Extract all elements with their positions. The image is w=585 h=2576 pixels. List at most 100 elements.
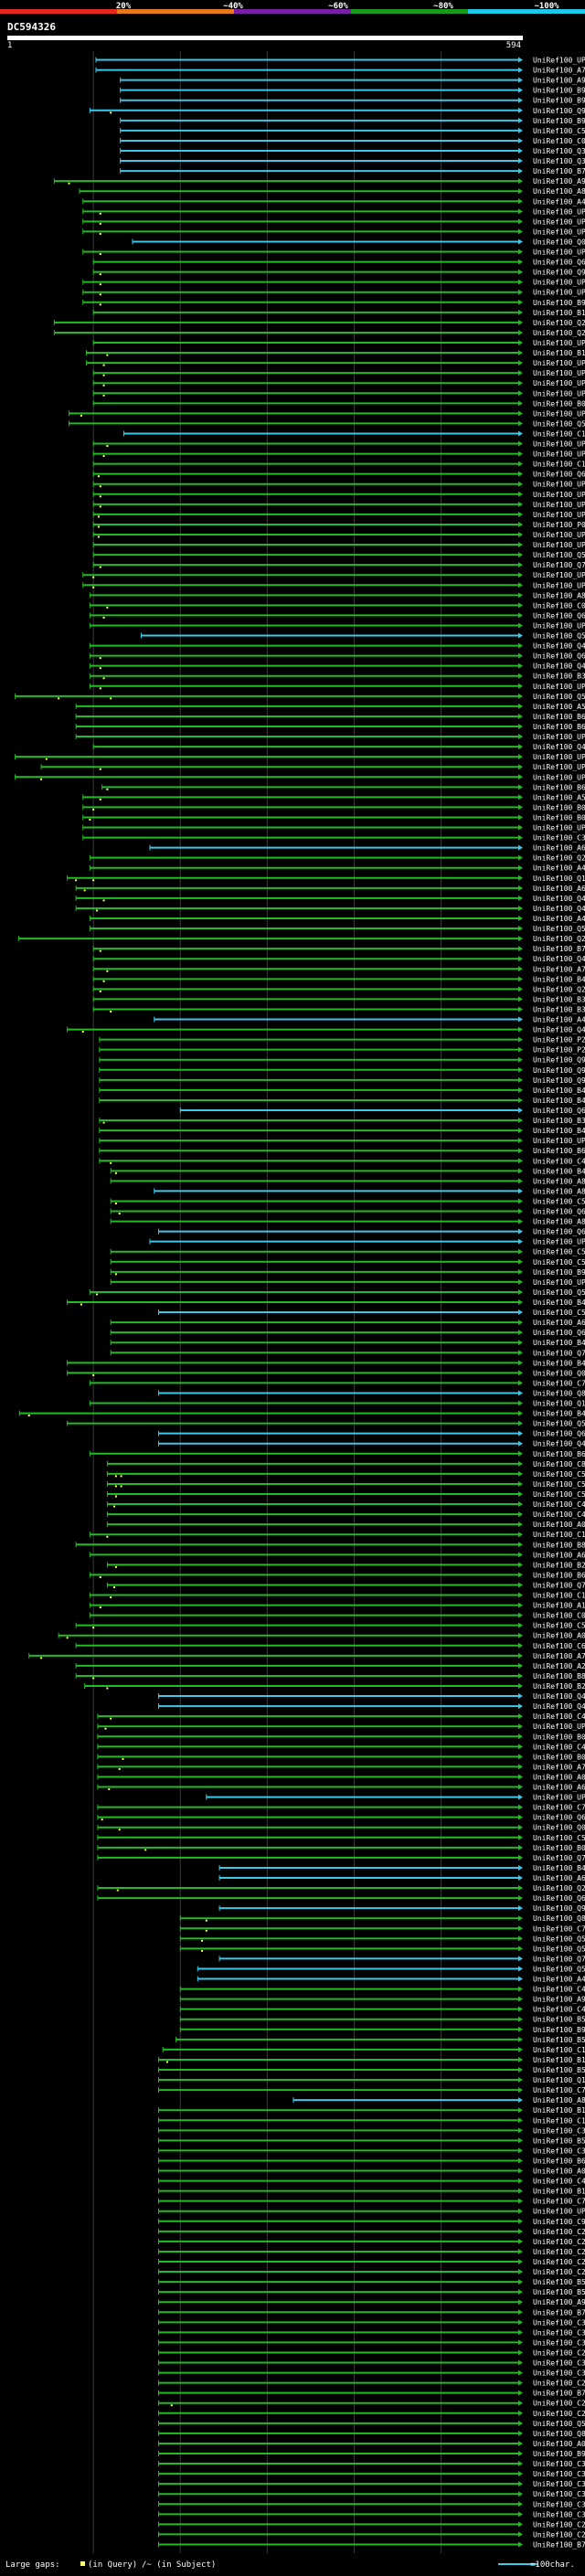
gap-marker bbox=[118, 1767, 121, 1770]
legend: Large gaps: (in Query) /~ (in Subject) =100… bbox=[5, 2560, 575, 2570]
hit-end-arrow bbox=[518, 137, 523, 143]
hit-end-arrow bbox=[518, 2178, 523, 2184]
scale-segment bbox=[117, 9, 235, 14]
hit-end-arrow bbox=[518, 1299, 523, 1305]
hit-label: UniRef100_Q54QD7 bbox=[533, 551, 585, 559]
gap-marker bbox=[114, 1171, 117, 1174]
hit-label: UniRef100_UP1000.. bbox=[533, 541, 585, 549]
hit-end-arrow bbox=[518, 1662, 523, 1669]
gap-marker bbox=[110, 1010, 112, 1012]
gap-marker bbox=[102, 394, 105, 397]
hit-label: UniRef100_Q5FHH0 bbox=[533, 2420, 585, 2428]
legend-query-gap: (in Query) bbox=[88, 2560, 137, 2570]
hit-end-arrow bbox=[518, 936, 523, 942]
hit-end-arrow bbox=[518, 2208, 523, 2214]
hit-label: UniRef100_Q6C5C7 bbox=[533, 471, 585, 479]
hit-label: UniRef100_C2Z2M3 bbox=[533, 2238, 585, 2246]
hit-label: UniRef100_UP1000.. bbox=[533, 57, 585, 65]
hit-label: UniRef100_UP1000.. bbox=[533, 753, 585, 761]
hit-label: UniRef100_A6NG07 bbox=[533, 1874, 585, 1882]
hit-label: UniRef100_Q2GQG9 bbox=[533, 935, 585, 943]
hit-end-arrow bbox=[518, 2299, 523, 2306]
hit-label: UniRef100_Q8S9D7 bbox=[533, 1914, 585, 1923]
gap-marker bbox=[89, 818, 91, 821]
hit-label: UniRef100_UP1000.. bbox=[533, 1794, 585, 1802]
hit-label: UniRef100_C1GZK7 bbox=[533, 1531, 585, 1539]
hit-end-arrow bbox=[518, 1986, 523, 1992]
hit-end-arrow bbox=[518, 1400, 523, 1406]
hit-end-arrow bbox=[518, 642, 523, 649]
gap-marker bbox=[114, 1495, 117, 1498]
gap-marker bbox=[68, 182, 70, 185]
hit-end-arrow bbox=[518, 2380, 523, 2386]
hit-label: UniRef100_A9PFZ3 bbox=[533, 177, 585, 186]
hit-label: UniRef100_Q4U6A5 bbox=[533, 1026, 585, 1034]
hit-label: UniRef100_B9E028 bbox=[533, 2026, 585, 2034]
gap-marker bbox=[95, 1293, 98, 1296]
hit-end-arrow bbox=[518, 511, 523, 517]
hit-label: UniRef100_B1W5T8 bbox=[533, 2106, 585, 2115]
gap-marker bbox=[166, 2061, 169, 2063]
hit-end-arrow bbox=[518, 2127, 523, 2134]
gap-marker bbox=[112, 1585, 115, 1588]
gap-marker bbox=[75, 879, 78, 882]
hit-label: UniRef100_A8H9N1 bbox=[533, 1187, 585, 1195]
hit-label: UniRef100_UP1000.. bbox=[533, 339, 585, 347]
hit-end-arrow bbox=[518, 1602, 523, 1608]
hit-label: UniRef100_C2U6T1 bbox=[533, 2400, 585, 2408]
gap-marker bbox=[114, 1475, 117, 1478]
hit-label: UniRef100_C3EWI2 bbox=[533, 2480, 585, 2488]
hit-label: UniRef100_C5JCU5 bbox=[533, 1480, 585, 1489]
hit-end-arrow bbox=[518, 1066, 523, 1073]
hit-label: UniRef100_C6HA28 bbox=[533, 1642, 585, 1650]
hit-end-arrow bbox=[518, 1794, 523, 1800]
hit-label: UniRef100_C5E1R3 bbox=[533, 1309, 585, 1317]
hit-end-arrow bbox=[518, 420, 523, 427]
hit-label: UniRef100_UP1000.. bbox=[533, 491, 585, 499]
hit-label: UniRef100_A1D1G1 bbox=[533, 1602, 585, 1610]
hit-label: UniRef100_C3GYY9 bbox=[533, 2460, 585, 2468]
scale-label: ~80% bbox=[433, 2, 453, 11]
hit-label: UniRef100_Q6CXG6 bbox=[533, 1430, 585, 1438]
hit-end-arrow bbox=[518, 1168, 523, 1174]
hit-end-arrow bbox=[518, 440, 523, 447]
hit-label: UniRef100_A8PJX1 bbox=[533, 591, 585, 599]
gap-marker bbox=[99, 566, 101, 568]
hit-label: UniRef100_UP1000.. bbox=[533, 207, 585, 216]
hit-end-arrow bbox=[518, 2319, 523, 2326]
hit-label: UniRef100_Q6BPS9 bbox=[533, 1894, 585, 1903]
hit-label: UniRef100_C2PRE0 bbox=[533, 2380, 585, 2388]
gap-marker bbox=[80, 414, 82, 417]
hit-end-arrow bbox=[518, 986, 523, 992]
hit-end-arrow bbox=[518, 1258, 523, 1265]
hit-label: UniRef100_Q7T719 bbox=[533, 1581, 585, 1589]
hit-label: UniRef100_A6QBW7 bbox=[533, 885, 585, 893]
hit-end-arrow bbox=[518, 1764, 523, 1770]
hit-end-arrow bbox=[518, 804, 523, 811]
gap-marker bbox=[99, 768, 101, 770]
hit-label: UniRef100_Q4DZ24 bbox=[533, 642, 585, 651]
hit-end-arrow bbox=[518, 1288, 523, 1295]
gap-marker bbox=[27, 1415, 30, 1417]
hit-label: UniRef100_UP1000.. bbox=[533, 409, 585, 418]
hit-end-arrow bbox=[518, 774, 523, 780]
hit-label: UniRef100_A9VSK6 bbox=[533, 2298, 585, 2306]
hit-label: UniRef100_A9CSI2 bbox=[533, 1996, 585, 2004]
hit-label: UniRef100_A5K3X6 bbox=[533, 703, 585, 711]
gap-marker bbox=[81, 1031, 84, 1034]
hit-label: UniRef100_Q9NG14 bbox=[533, 1076, 585, 1085]
hit-end-arrow bbox=[518, 2430, 523, 2436]
hit-end-arrow bbox=[518, 1885, 523, 1892]
hit-label: UniRef100_B6K968 bbox=[533, 723, 585, 731]
gap-marker bbox=[99, 1606, 101, 1609]
gap-marker bbox=[97, 525, 100, 528]
hit-end-arrow bbox=[518, 1864, 523, 1871]
hit-label: UniRef100_Q8I5R7 bbox=[533, 1389, 585, 1397]
hit-end-arrow bbox=[518, 1723, 523, 1730]
identity-scale: 20% ~40% ~60% ~80% ~100% bbox=[0, 2, 585, 14]
hit-end-arrow bbox=[518, 2147, 523, 2154]
gap-marker bbox=[99, 232, 101, 235]
gap-marker bbox=[99, 253, 101, 256]
hit-label: UniRef100_Q5JHW2 bbox=[533, 632, 585, 641]
hit-label: UniRef100_B9WKB4 bbox=[533, 1268, 585, 1277]
